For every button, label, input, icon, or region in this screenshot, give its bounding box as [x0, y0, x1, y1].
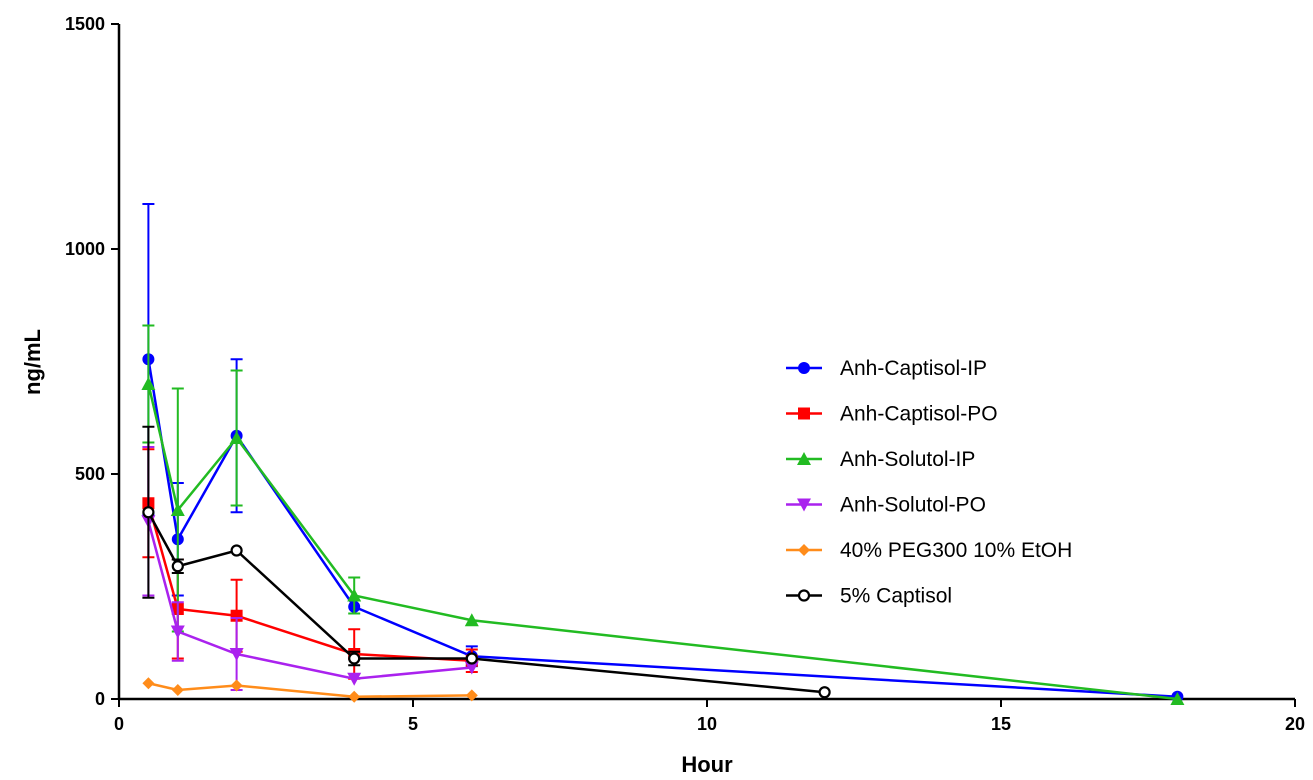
x-tick-label: 0 [114, 714, 124, 734]
data-point [229, 648, 244, 661]
legend-label: Anh-Solutol-IP [840, 448, 975, 471]
legend-item: Anh-Captisol-PO [786, 403, 998, 426]
x-tick-label: 20 [1285, 714, 1305, 734]
series-5 [142, 425, 831, 699]
data-point [171, 560, 184, 573]
series-line [147, 520, 472, 681]
data-point [797, 589, 811, 602]
data-point [464, 661, 479, 675]
data-point [797, 498, 811, 512]
data-point [142, 506, 155, 519]
ticks: 0 5 10 15 20 0 500 1000 1500 [65, 14, 1305, 734]
x-tick-label: 15 [991, 714, 1011, 734]
legend-item: 40% PEG300 10% EtOH [786, 539, 1072, 562]
data-point [230, 544, 243, 557]
series-3 [141, 446, 479, 691]
data-point [347, 588, 362, 602]
legend-label: Anh-Solutol-PO [840, 494, 986, 517]
y-tick-label: 0 [95, 689, 105, 709]
data-point [347, 672, 362, 686]
x-tick-label: 5 [408, 714, 418, 734]
legend-item: 5% Captisol [786, 585, 952, 608]
legend-item: Anh-Solutol-IP [786, 448, 975, 471]
data-point [797, 452, 811, 465]
series-4 [142, 677, 478, 703]
series [141, 203, 1185, 705]
series-line [148, 682, 472, 699]
series-1 [142, 448, 478, 680]
legend-item: Anh-Captisol-IP [786, 357, 987, 380]
data-point [348, 690, 361, 703]
legend-label: 40% PEG300 10% EtOH [840, 539, 1072, 562]
axes [117, 24, 1295, 701]
y-tick-label: 1000 [65, 239, 105, 259]
y-axis-title: ng/mL [20, 329, 45, 395]
data-point [170, 503, 185, 516]
data-point [141, 377, 156, 390]
data-point [171, 684, 184, 696]
series-2 [141, 324, 1185, 705]
series-0 [142, 203, 1184, 703]
legend-label: 5% Captisol [840, 585, 952, 608]
legend: Anh-Captisol-IP Anh-Captisol-PO Anh-Soluto… [786, 357, 1072, 608]
legend-item: Anh-Solutol-PO [786, 494, 986, 517]
data-point [798, 544, 810, 556]
legend-label: Anh-Captisol-PO [840, 403, 998, 426]
x-tick-label: 10 [697, 714, 717, 734]
y-tick-label: 1500 [65, 14, 105, 34]
data-point [465, 652, 478, 665]
data-point [798, 407, 810, 420]
series-line [147, 511, 825, 694]
data-point [348, 652, 361, 665]
x-axis-title: Hour [681, 752, 733, 777]
data-point [170, 625, 185, 639]
data-point [1170, 692, 1185, 705]
data-point [818, 686, 831, 699]
series-line [147, 383, 1178, 701]
legend-label: Anh-Captisol-IP [840, 357, 987, 380]
data-point [464, 613, 479, 627]
data-point [230, 679, 243, 692]
data-point [229, 431, 244, 444]
y-tick-label: 500 [75, 464, 105, 484]
data-point [142, 677, 155, 690]
series-line [147, 359, 1178, 698]
data-point [798, 362, 810, 374]
data-point [465, 689, 478, 702]
